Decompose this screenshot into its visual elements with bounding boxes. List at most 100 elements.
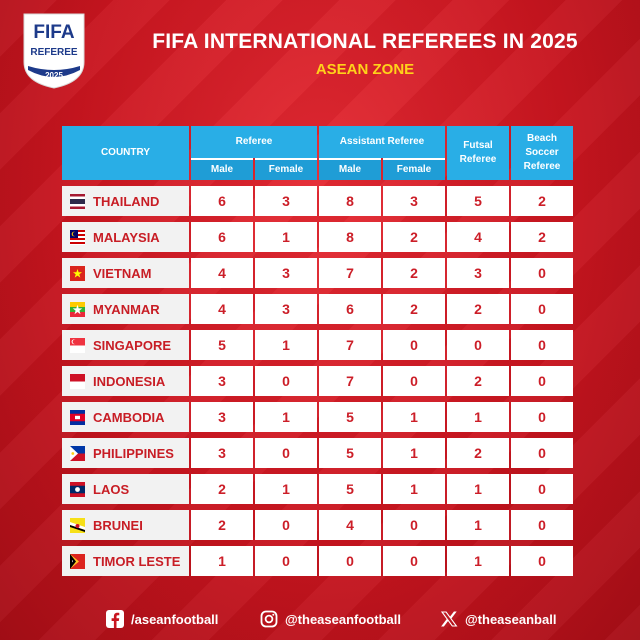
futsal-cell: 2 — [447, 432, 509, 468]
country-cell: MALAYSIA — [62, 216, 189, 252]
fifa-referee-badge: FIFA REFEREE 2025 — [22, 12, 86, 90]
country-cell: THAILAND — [62, 180, 189, 216]
referee-female-cell: 0 — [255, 360, 317, 396]
referee-female-cell: 3 — [255, 252, 317, 288]
singapore-flag-icon — [70, 338, 85, 354]
assistant-male-cell: 5 — [319, 432, 381, 468]
instagram-link[interactable]: @theaseanfootball — [260, 610, 401, 628]
timor-leste-flag-icon — [70, 554, 85, 570]
assistant-female-header: Female — [383, 158, 445, 180]
x-link[interactable]: @theaseanball — [440, 610, 556, 628]
assistant-female-cell: 2 — [383, 252, 445, 288]
futsal-cell: 1 — [447, 540, 509, 576]
futsal-cell: 1 — [447, 504, 509, 540]
table-row: CAMBODIA 3 1 5 1 1 0 — [62, 396, 573, 432]
table-row: TIMOR LESTE 1 0 0 0 1 0 — [62, 540, 573, 576]
futsal-cell: 1 — [447, 468, 509, 504]
country-cell: LAOS — [62, 468, 189, 504]
assistant-male-cell: 5 — [319, 468, 381, 504]
assistant-female-cell: 3 — [383, 180, 445, 216]
referee-male-cell: 4 — [191, 288, 253, 324]
assistant-male-cell: 7 — [319, 252, 381, 288]
futsal-cell: 5 — [447, 180, 509, 216]
x-handle: @theaseanball — [465, 611, 557, 627]
assistant-male-cell: 0 — [319, 540, 381, 576]
futsal-cell: 0 — [447, 324, 509, 360]
futsal-cell: 2 — [447, 288, 509, 324]
futsal-cell: 2 — [447, 360, 509, 396]
referee-male-header: Male — [191, 158, 253, 180]
assistant-male-cell: 7 — [319, 360, 381, 396]
beach-soccer-cell: 2 — [511, 180, 573, 216]
referee-female-cell: 3 — [255, 288, 317, 324]
assistant-male-cell: 5 — [319, 396, 381, 432]
beach-soccer-cell: 0 — [511, 360, 573, 396]
x-icon — [440, 610, 458, 628]
referee-female-cell: 1 — [255, 468, 317, 504]
referee-male-cell: 3 — [191, 396, 253, 432]
country-cell: BRUNEI — [62, 504, 189, 540]
vietnam-flag-icon — [70, 266, 85, 282]
beach-soccer-cell: 0 — [511, 432, 573, 468]
table-row: THAILAND 6 3 8 3 5 2 — [62, 180, 573, 216]
facebook-icon — [106, 610, 124, 628]
assistant-male-header: Male — [319, 158, 381, 180]
futsal-referee-column-header: Futsal Referee — [447, 126, 509, 180]
assistant-male-cell: 4 — [319, 504, 381, 540]
country-name: BRUNEI — [93, 518, 143, 534]
referee-male-cell: 3 — [191, 432, 253, 468]
referee-female-header: Female — [255, 158, 317, 180]
country-name: INDONESIA — [93, 374, 166, 390]
country-column-header: COUNTRY — [62, 126, 189, 180]
assistant-female-cell: 2 — [383, 216, 445, 252]
beach-soccer-cell: 2 — [511, 216, 573, 252]
beach-soccer-cell: 0 — [511, 468, 573, 504]
assistant-female-cell: 1 — [383, 396, 445, 432]
facebook-link[interactable]: /aseanfootball — [106, 610, 218, 628]
assistant-male-cell: 8 — [319, 216, 381, 252]
indonesia-flag-icon — [70, 374, 85, 390]
beach-soccer-cell: 0 — [511, 252, 573, 288]
brunei-flag-icon — [70, 518, 85, 534]
country-name: MALAYSIA — [93, 230, 160, 246]
philippines-flag-icon — [70, 446, 85, 462]
futsal-cell: 1 — [447, 396, 509, 432]
myanmar-flag-icon — [70, 302, 85, 318]
page-subtitle: ASEAN ZONE — [315, 61, 415, 78]
referee-male-cell: 3 — [191, 360, 253, 396]
assistant-referee-column-header: Assistant Referee — [319, 126, 445, 158]
table-row: PHILIPPINES 3 0 5 1 2 0 — [62, 432, 573, 468]
table-row: BRUNEI 2 0 4 0 1 0 — [62, 504, 573, 540]
assistant-female-cell: 1 — [383, 468, 445, 504]
referee-male-cell: 6 — [191, 216, 253, 252]
assistant-female-cell: 0 — [383, 504, 445, 540]
svg-text:FIFA: FIFA — [33, 22, 74, 43]
country-name: VIETNAM — [93, 266, 152, 282]
country-cell: PHILIPPINES — [62, 432, 189, 468]
country-cell: VIETNAM — [62, 252, 189, 288]
table-row: SINGAPORE 5 1 7 0 0 0 — [62, 324, 573, 360]
futsal-cell: 4 — [447, 216, 509, 252]
assistant-male-cell: 6 — [319, 288, 381, 324]
facebook-handle: /aseanfootball — [131, 611, 219, 627]
svg-text:REFEREE: REFEREE — [30, 47, 78, 58]
country-name: PHILIPPINES — [93, 446, 174, 462]
referee-male-cell: 2 — [191, 504, 253, 540]
beach-soccer-referee-column-header: Beach Soccer Referee — [511, 126, 573, 180]
country-cell: CAMBODIA — [62, 396, 189, 432]
country-name: SINGAPORE — [93, 338, 172, 354]
social-footer: /aseanfootball @theaseanfootball @thease… — [0, 604, 640, 634]
beach-soccer-cell: 0 — [511, 396, 573, 432]
beach-soccer-cell: 0 — [511, 504, 573, 540]
table-body: THAILAND 6 3 8 3 5 2 MALAYSIA 6 1 8 2 4 2 VIETNAM 4 3 7 2 3… — [62, 180, 573, 576]
referees-table: COUNTRY Referee Assistant Referee Futsal… — [60, 126, 575, 576]
country-cell: TIMOR LESTE — [62, 540, 189, 576]
table-row: VIETNAM 4 3 7 2 3 0 — [62, 252, 573, 288]
referee-female-cell: 1 — [255, 396, 317, 432]
assistant-female-cell: 2 — [383, 288, 445, 324]
svg-text:2025: 2025 — [45, 71, 63, 80]
assistant-female-cell: 0 — [383, 324, 445, 360]
assistant-female-cell: 0 — [383, 540, 445, 576]
beach-soccer-cell: 0 — [511, 288, 573, 324]
